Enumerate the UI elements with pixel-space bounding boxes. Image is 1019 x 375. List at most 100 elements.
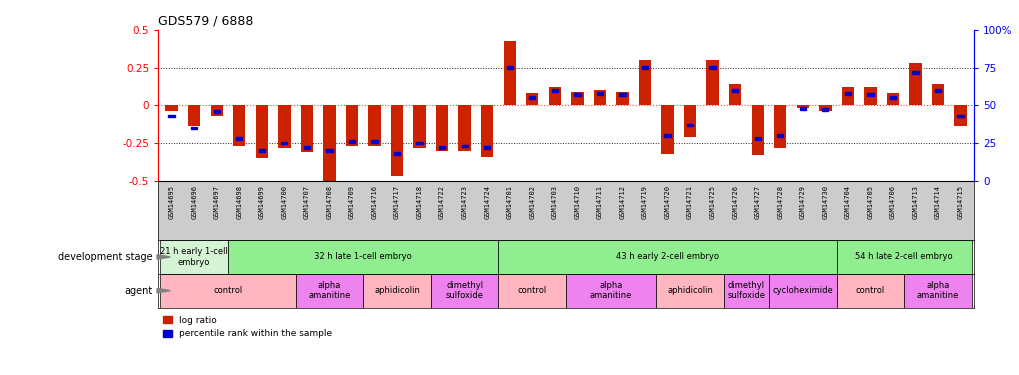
Bar [836, 240, 971, 274]
Text: GSM14727: GSM14727 [754, 185, 760, 219]
Bar [363, 274, 430, 308]
Text: 54 h late 2-cell embryo: 54 h late 2-cell embryo [855, 252, 952, 261]
Bar [596, 92, 602, 94]
Bar [498, 274, 566, 308]
Bar [304, 146, 310, 149]
Bar [593, 90, 605, 105]
Text: agent: agent [124, 286, 153, 296]
Bar [686, 123, 693, 126]
Text: GDS579 / 6888: GDS579 / 6888 [158, 15, 254, 27]
Text: alpha
amanitine: alpha amanitine [589, 281, 632, 300]
Text: GSM14720: GSM14720 [664, 185, 669, 219]
Bar [296, 274, 363, 308]
Bar [773, 105, 786, 147]
Bar [799, 107, 805, 110]
Text: GSM14717: GSM14717 [393, 185, 399, 219]
Text: 21 h early 1-cell
embryo: 21 h early 1-cell embryo [160, 247, 228, 267]
Text: GSM14730: GSM14730 [821, 185, 827, 219]
Bar [954, 105, 966, 126]
Text: dimethyl
sulfoxide: dimethyl sulfoxide [445, 281, 483, 300]
Bar [503, 40, 516, 105]
Text: GSM14721: GSM14721 [687, 185, 692, 219]
Bar [934, 89, 941, 92]
Text: GSM14695: GSM14695 [168, 185, 174, 219]
Text: GSM14706: GSM14706 [890, 185, 895, 219]
Bar [751, 105, 763, 155]
Bar [232, 105, 246, 146]
Text: GSM14724: GSM14724 [484, 185, 490, 219]
Bar [706, 60, 718, 105]
Text: GSM14719: GSM14719 [641, 185, 647, 219]
Bar [345, 105, 358, 146]
Text: GSM14716: GSM14716 [371, 185, 377, 219]
Bar [957, 114, 963, 117]
Bar [619, 93, 625, 96]
Text: GSM14707: GSM14707 [304, 185, 310, 219]
Text: GSM14714: GSM14714 [934, 185, 941, 219]
Text: 43 h early 2-cell embryo: 43 h early 2-cell embryo [615, 252, 718, 261]
Bar [776, 134, 783, 137]
Bar [638, 60, 650, 105]
Bar [660, 105, 674, 153]
Text: GSM14698: GSM14698 [236, 185, 242, 219]
Bar [484, 146, 490, 149]
Bar [768, 274, 836, 308]
Bar [213, 110, 220, 113]
Text: GSM14715: GSM14715 [957, 185, 963, 219]
Text: GSM14711: GSM14711 [596, 185, 602, 219]
Text: GSM14705: GSM14705 [866, 185, 872, 219]
Text: aphidicolin: aphidicolin [374, 286, 420, 295]
Bar [323, 105, 335, 181]
Legend: log ratio, percentile rank within the sample: log ratio, percentile rank within the sa… [162, 316, 331, 338]
Bar [438, 146, 445, 149]
Bar [165, 105, 177, 111]
Text: GSM14723: GSM14723 [462, 185, 467, 219]
Bar [723, 274, 768, 308]
Text: GSM14699: GSM14699 [259, 185, 265, 219]
Bar [191, 126, 197, 129]
Bar [278, 105, 290, 147]
Bar [886, 93, 899, 105]
Bar [281, 142, 287, 144]
Bar [866, 93, 872, 96]
Bar [368, 105, 380, 146]
Bar [931, 84, 944, 105]
Text: GSM14728: GSM14728 [776, 185, 783, 219]
Bar [416, 142, 422, 144]
Bar [836, 274, 903, 308]
Text: GSM14703: GSM14703 [551, 185, 557, 219]
Bar [506, 66, 513, 69]
Text: control: control [855, 286, 884, 295]
Text: alpha
amanitine: alpha amanitine [916, 281, 958, 300]
Bar [235, 137, 243, 140]
Text: GSM14708: GSM14708 [326, 185, 332, 219]
Bar [228, 240, 498, 274]
Bar [390, 105, 403, 176]
Bar [526, 93, 538, 105]
Bar [430, 274, 498, 308]
Bar [683, 105, 696, 137]
Bar [732, 89, 738, 92]
Text: GSM14722: GSM14722 [439, 185, 444, 219]
Bar [655, 274, 723, 308]
Text: GSM14702: GSM14702 [529, 185, 535, 219]
Bar [615, 92, 628, 105]
Text: aphidicolin: aphidicolin [666, 286, 712, 295]
Text: GSM14701: GSM14701 [506, 185, 513, 219]
Bar [754, 137, 760, 140]
Bar [908, 63, 921, 105]
Bar [160, 240, 228, 274]
Bar [529, 96, 535, 99]
Text: GSM14712: GSM14712 [619, 185, 625, 219]
Bar [301, 105, 313, 152]
Bar [821, 108, 827, 111]
Text: control: control [518, 286, 546, 295]
Text: GSM14718: GSM14718 [416, 185, 422, 219]
Bar [498, 240, 836, 274]
Bar [393, 152, 399, 155]
Text: GSM14710: GSM14710 [574, 185, 580, 219]
Bar [709, 66, 715, 69]
Text: cycloheximide: cycloheximide [771, 286, 833, 295]
Bar [413, 105, 425, 147]
Bar [818, 105, 830, 111]
